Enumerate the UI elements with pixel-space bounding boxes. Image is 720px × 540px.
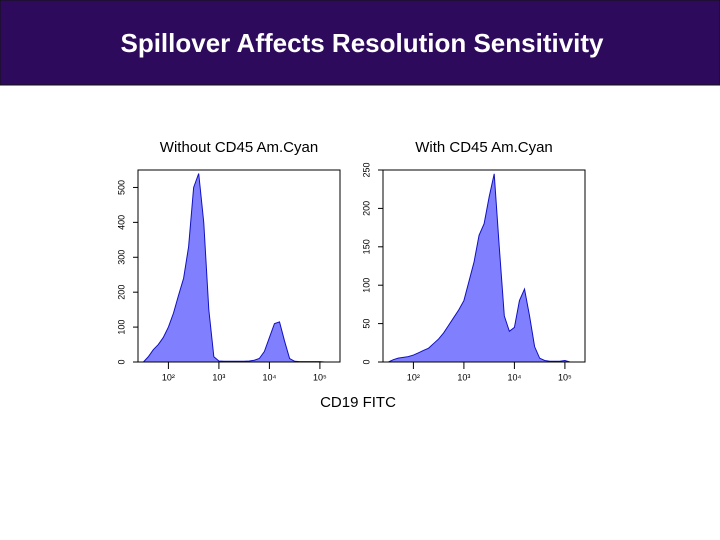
title-bar <box>0 0 720 86</box>
y-tick-label: 300 <box>116 250 126 265</box>
chart-title: With CD45 Am.Cyan <box>415 139 553 156</box>
x-tick-label: 10² <box>162 372 175 382</box>
y-tick-label: 500 <box>116 180 126 195</box>
x-tick-label: 10⁴ <box>507 372 521 382</box>
y-tick-label: 0 <box>116 359 126 364</box>
x-tick-label: 10³ <box>457 372 470 382</box>
x-axis-label: CD19 FITC <box>320 394 396 411</box>
chart-title: Without CD45 Am.Cyan <box>160 139 318 156</box>
y-tick-label: 150 <box>361 239 371 254</box>
slide-title: Spillover Affects Resolution Sensitivity <box>120 28 604 58</box>
x-tick-label: 10² <box>407 372 420 382</box>
x-tick-label: 10⁵ <box>558 372 572 382</box>
y-tick-label: 50 <box>361 319 371 329</box>
y-tick-label: 100 <box>361 278 371 293</box>
plot-frame <box>382 169 586 363</box>
series <box>143 173 336 363</box>
y-tick-label: 400 <box>116 215 126 230</box>
x-tick-label: 10⁵ <box>313 372 327 382</box>
x-tick-label: 10³ <box>212 372 225 382</box>
y-tick-label: 100 <box>116 320 126 335</box>
y-tick-label: 200 <box>116 285 126 300</box>
y-tick-label: 250 <box>361 162 371 177</box>
y-tick-label: 200 <box>361 201 371 216</box>
x-tick-label: 10⁴ <box>262 372 276 382</box>
plot-frame <box>137 169 341 363</box>
y-tick-label: 0 <box>361 359 371 364</box>
area <box>388 173 581 362</box>
series <box>388 173 581 363</box>
area <box>143 173 336 362</box>
line <box>388 173 581 363</box>
